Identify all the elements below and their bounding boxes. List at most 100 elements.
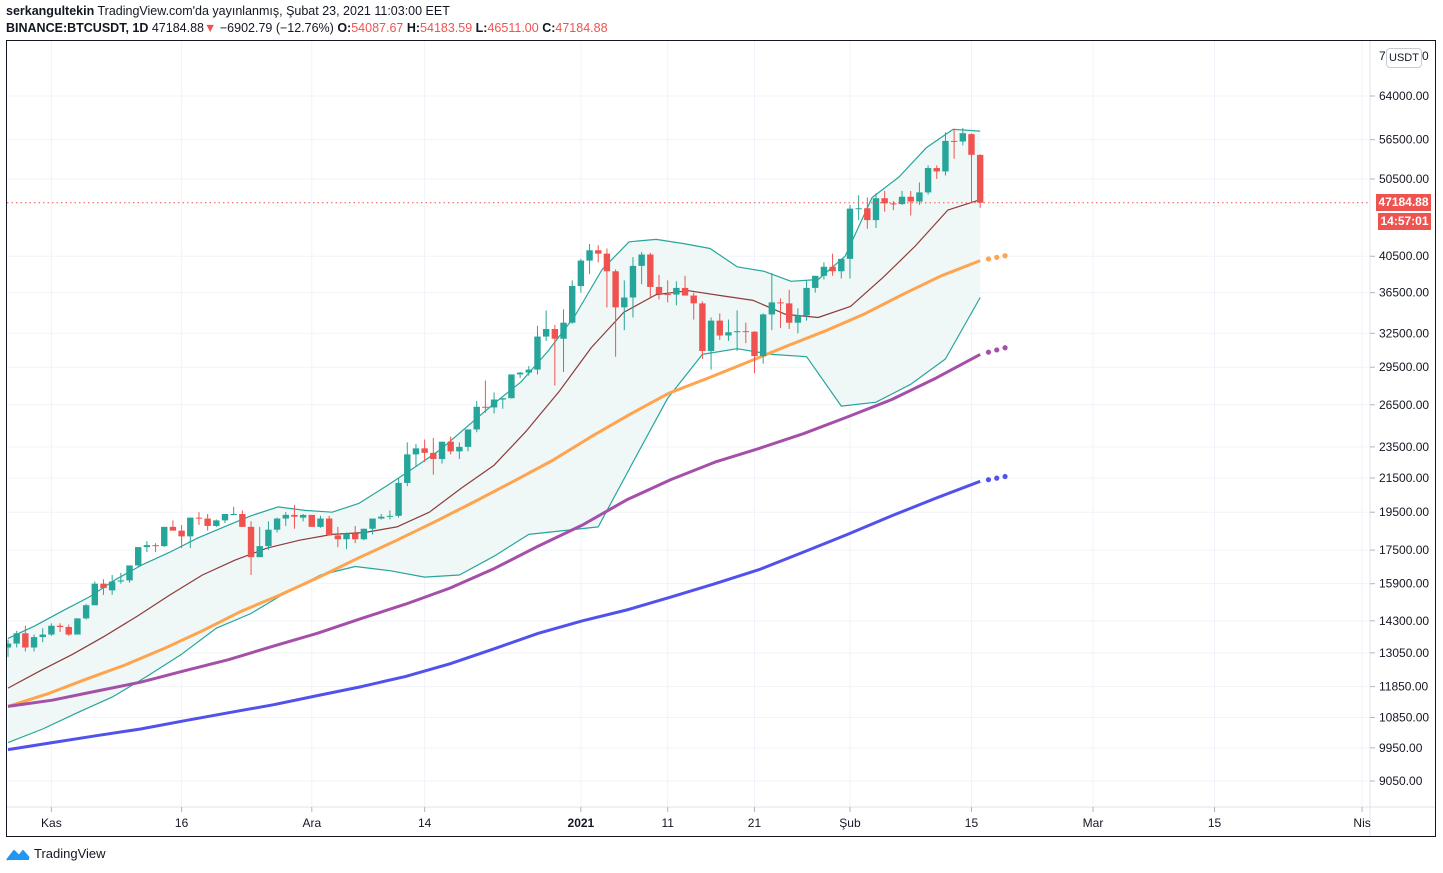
- ma100-line-projection-dot: [1002, 345, 1008, 351]
- candle: [100, 579, 107, 595]
- candle: [430, 438, 437, 475]
- symbol-name[interactable]: BINANCE:BTCUSDT, 1D: [6, 21, 149, 35]
- candle-body: [725, 332, 732, 336]
- open-label: O:: [337, 21, 352, 35]
- candle: [421, 439, 428, 463]
- candle: [438, 441, 446, 464]
- bollinger-fill: [8, 129, 981, 743]
- candle-body: [664, 294, 671, 296]
- price-axis[interactable]: 64000.00 56500.00 50500.00 40500.00 36500.00…: [1370, 49, 1429, 788]
- candle: [299, 514, 307, 522]
- candle-body: [890, 203, 897, 205]
- candle: [907, 190, 914, 216]
- candle-body: [786, 303, 793, 323]
- candle-body: [742, 331, 749, 333]
- candle-body: [239, 514, 246, 527]
- candle: [629, 257, 637, 318]
- x-tick-label: Nis: [1353, 816, 1370, 830]
- candles: [7, 128, 984, 657]
- candle: [490, 392, 498, 414]
- candle-body: [65, 626, 72, 635]
- candle-body: [135, 547, 142, 566]
- ma200-line-projection-dot: [1002, 473, 1008, 480]
- candle-body: [673, 287, 680, 295]
- candle-body: [187, 517, 194, 537]
- tradingview-brand[interactable]: TradingView: [6, 846, 106, 861]
- candle-body: [369, 518, 376, 529]
- candle-body: [647, 254, 654, 287]
- candle-body: [872, 198, 880, 221]
- candle-body: [655, 286, 663, 295]
- candle: [829, 253, 836, 276]
- candle: [126, 565, 133, 583]
- candle-body: [213, 520, 220, 526]
- candle: [933, 165, 940, 179]
- candle: [282, 512, 289, 526]
- y-tick-label: 14300.00: [1379, 614, 1429, 628]
- author-name[interactable]: serkangultekin: [6, 4, 95, 18]
- candle: [143, 541, 151, 553]
- candle-body: [681, 287, 689, 296]
- bollinger-band-fill: [8, 129, 981, 743]
- low-value: 46511.00: [487, 21, 539, 35]
- candle: [976, 154, 984, 208]
- candle-body: [612, 271, 619, 308]
- candle-body: [30, 637, 38, 648]
- candle-body: [525, 369, 532, 373]
- ma200-line-projection-dot: [994, 475, 1000, 481]
- candle-body: [421, 448, 428, 453]
- candle-body: [803, 287, 810, 316]
- candle-body: [560, 322, 567, 339]
- down-arrow-icon: ▼: [204, 21, 217, 35]
- candle: [725, 319, 732, 341]
- candle-body: [447, 441, 454, 452]
- candle-body: [325, 518, 333, 536]
- ma100-line-projection-dot: [994, 347, 1000, 353]
- high-label: H:: [406, 21, 421, 35]
- candle-body: [942, 140, 949, 172]
- candle: [577, 258, 585, 293]
- candle: [516, 372, 524, 379]
- x-tick-label: 11: [661, 816, 674, 830]
- candle: [91, 581, 98, 606]
- candle: [603, 248, 611, 308]
- candle-body: [438, 441, 446, 459]
- y-tick-label: 40500.00: [1379, 249, 1429, 263]
- candle-body: [759, 314, 767, 357]
- candle-body: [881, 198, 888, 204]
- x-tick-label: 15: [1208, 816, 1222, 830]
- tradingview-brand-text: TradingView: [34, 846, 106, 861]
- candle: [395, 478, 402, 518]
- time-axis[interactable]: Kas 16 Ara 14 2021 11 21 Şub 15 Mar 15 Nis: [41, 807, 1371, 830]
- candle: [447, 436, 454, 455]
- candle: [117, 572, 125, 584]
- candle-body: [247, 526, 255, 558]
- candle-body: [473, 406, 480, 430]
- price-change: −6902.79 (−12.76%): [219, 21, 334, 35]
- currency-badge[interactable]: USDT: [1386, 48, 1422, 68]
- candle: [525, 366, 532, 376]
- candle: [456, 442, 463, 459]
- candle: [74, 618, 81, 635]
- published-text: TradingView.com'da yayınlanmış, Şubat 23…: [97, 4, 450, 18]
- candle: [560, 309, 567, 373]
- candle: [846, 204, 854, 279]
- x-tick-label: Ara: [302, 816, 321, 830]
- y-tick-label: 13050.00: [1379, 646, 1429, 660]
- candle-body: [56, 625, 64, 627]
- candle: [482, 380, 489, 413]
- candle-body: [551, 329, 559, 339]
- candle: [352, 525, 359, 544]
- candle: [534, 325, 541, 375]
- candle: [317, 515, 324, 528]
- candle-body: [534, 336, 541, 370]
- candle-body: [82, 605, 90, 619]
- y-tick-label-partial: 7: [1379, 49, 1386, 63]
- candle: [777, 298, 784, 328]
- x-tick-label: Kas: [41, 816, 62, 830]
- price-chart[interactable]: 64000.00 56500.00 50500.00 40500.00 36500.00…: [7, 41, 1435, 836]
- y-tick-label: 19500.00: [1379, 505, 1429, 519]
- y-tick-label: 9950.00: [1379, 741, 1423, 755]
- candle-body: [22, 633, 29, 648]
- candle-body: [265, 529, 272, 547]
